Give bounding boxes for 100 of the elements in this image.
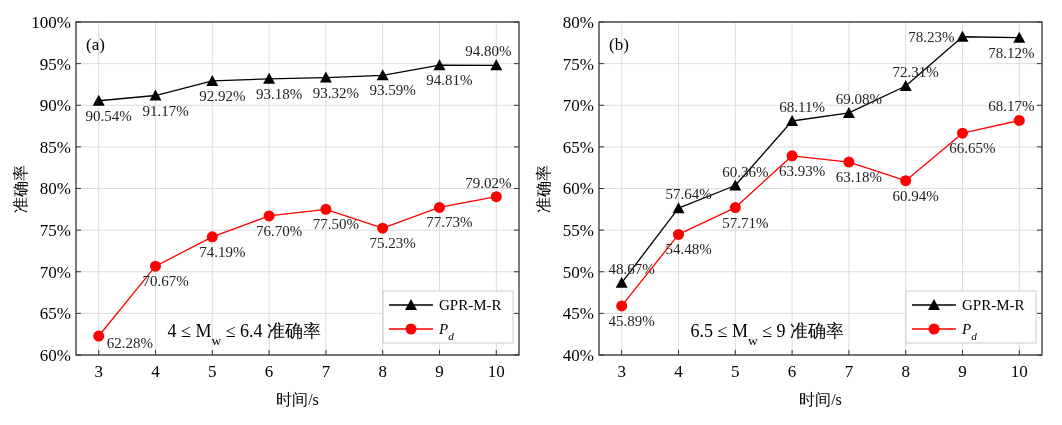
annotation: 6.5 ≤ M$_{w}$ ≤ 9 准确率: [690, 321, 845, 348]
data-label: 78.23%: [908, 28, 955, 45]
y-tick-label: 50%: [562, 262, 594, 282]
x-axis-title: 时间/s: [276, 391, 319, 408]
x-tick-label: 4: [674, 362, 684, 381]
point: [899, 80, 912, 92]
point: [93, 330, 105, 342]
y-tick-label: 75%: [562, 54, 594, 74]
y-tick-label: 65%: [562, 137, 594, 157]
x-tick-label: 7: [321, 362, 331, 381]
point: [956, 30, 969, 42]
data-label: 66.65%: [949, 140, 996, 157]
data-label: 93.32%: [312, 84, 360, 101]
x-tick-label: 3: [617, 362, 626, 381]
x-axis-title: 时间/s: [799, 391, 842, 408]
y-tick-label: 95%: [39, 54, 71, 74]
y-tick-label: 70%: [39, 262, 71, 282]
point: [376, 69, 389, 81]
y-axis-title: 准确率: [12, 164, 29, 213]
point: [616, 300, 628, 312]
data-label: 70.67%: [142, 273, 189, 290]
point: [490, 191, 502, 203]
point: [320, 203, 332, 215]
point: [263, 210, 275, 222]
y-tick-label: 70%: [562, 96, 594, 116]
annotation: (b): [609, 35, 629, 54]
data-label: 68.17%: [988, 98, 1035, 115]
y-tick-label: 85%: [39, 137, 71, 157]
point: [615, 276, 628, 288]
data-label: 63.18%: [835, 169, 883, 186]
point: [433, 59, 446, 71]
point: [206, 74, 219, 86]
x-tick-label: 10: [487, 362, 505, 381]
data-label: 90.54%: [85, 107, 132, 124]
point: [842, 106, 855, 118]
y-axis-title: 准确率: [535, 164, 552, 213]
x-tick-label: 5: [731, 362, 740, 381]
data-label: 94.80%: [465, 43, 512, 60]
point: [956, 127, 968, 139]
x-tick-label: 6: [264, 362, 274, 381]
data-label: 93.18%: [255, 85, 303, 102]
data-label: 57.71%: [722, 214, 769, 231]
data-label: 68.11%: [779, 98, 825, 115]
y-tick-label: 80%: [39, 179, 71, 199]
point: [786, 150, 798, 162]
point: [150, 260, 162, 272]
legend-label: P$_{d}$: [438, 321, 455, 343]
y-tick-label: 90%: [39, 96, 71, 116]
legend-label: GPR-M-R: [962, 297, 1025, 314]
annotation: 4 ≤ M$_{w}$ ≤ 6.4 准确率: [167, 321, 322, 348]
y-tick-label: 65%: [39, 304, 71, 324]
y-tick-label: 55%: [562, 221, 594, 241]
data-label: 94.81%: [426, 72, 473, 89]
y-tick-label: 60%: [562, 179, 594, 199]
x-tick-label: 4: [151, 362, 161, 381]
data-label: 60.94%: [892, 187, 939, 204]
data-label: 75.23%: [369, 235, 416, 252]
legend-label: P$_{d}$: [961, 321, 978, 343]
data-label: 69.08%: [835, 90, 883, 107]
y-tick-label: 80%: [562, 12, 594, 32]
annotation: (a): [86, 35, 105, 54]
point: [92, 94, 105, 106]
data-label: 91.17%: [142, 102, 189, 119]
y-tick-label: 45%: [562, 304, 594, 324]
data-label: 76.70%: [255, 222, 303, 239]
point: [263, 72, 276, 84]
point: [149, 89, 162, 101]
y-tick-label: 40%: [562, 345, 594, 365]
point: [672, 202, 685, 214]
x-tick-label: 6: [787, 362, 797, 381]
data-label: 78.12%: [988, 44, 1035, 61]
data-label: 92.92%: [199, 87, 246, 104]
data-label: 63.93%: [778, 162, 826, 179]
data-label: 77.50%: [312, 216, 360, 233]
x-tick-label: 8: [378, 362, 387, 381]
point: [433, 201, 445, 213]
point: [729, 202, 741, 214]
point: [1013, 31, 1026, 43]
data-label: 45.89%: [608, 312, 655, 329]
x-tick-label: 3: [94, 362, 103, 381]
x-tick-label: 7: [844, 362, 854, 381]
legend-label: GPR-M-R: [439, 297, 502, 314]
point: [900, 175, 912, 187]
data-label: 93.59%: [369, 82, 416, 99]
x-tick-label: 10: [1010, 362, 1028, 381]
data-label: 79.02%: [465, 174, 512, 191]
point: [490, 59, 503, 71]
data-label: 54.48%: [665, 241, 712, 258]
point: [377, 222, 389, 234]
data-label: 62.28%: [106, 335, 153, 352]
data-label: 57.64%: [665, 186, 712, 203]
y-tick-label: 60%: [39, 345, 71, 365]
data-label: 77.73%: [426, 214, 473, 231]
x-tick-label: 5: [208, 362, 217, 381]
x-tick-label: 8: [901, 362, 910, 381]
point: [319, 71, 332, 83]
point: [673, 228, 685, 240]
point: [729, 179, 742, 191]
point: [206, 231, 218, 243]
y-tick-label: 75%: [39, 221, 71, 241]
